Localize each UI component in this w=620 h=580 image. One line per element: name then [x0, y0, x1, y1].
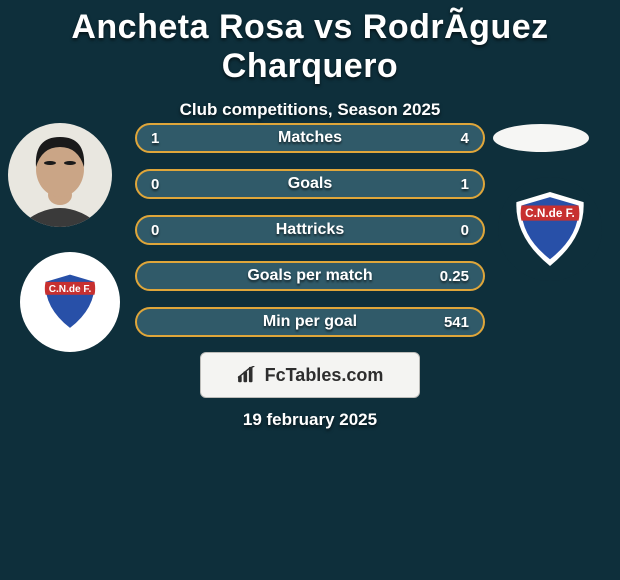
stat-row: Min per goal541	[135, 307, 485, 337]
date-label: 19 february 2025	[0, 410, 620, 430]
stat-label: Matches	[137, 129, 483, 147]
stats-list: 1Matches40Goals10Hattricks0Goals per mat…	[135, 123, 485, 353]
stat-label: Goals	[137, 175, 483, 193]
club-shield-icon: C.N.de F.	[508, 187, 592, 271]
stat-row: 0Hattricks0	[135, 215, 485, 245]
page-subtitle: Club competitions, Season 2025	[0, 100, 620, 120]
club-shield-icon: C.N.de F.	[34, 266, 106, 338]
stat-value-right: 1	[461, 176, 469, 193]
bar-chart-icon	[237, 366, 259, 384]
branding-text: FcTables.com	[265, 365, 384, 386]
branding-box: FcTables.com	[200, 352, 420, 398]
stat-value-right: 0	[461, 222, 469, 239]
stat-value-right: 4	[461, 130, 469, 147]
club-badge-left: C.N.de F.	[20, 252, 120, 352]
stat-label: Goals per match	[137, 267, 483, 285]
svg-text:C.N.de F.: C.N.de F.	[525, 207, 575, 220]
stat-label: Min per goal	[137, 313, 483, 331]
player-photo-right-placeholder	[493, 124, 589, 152]
player-photo-left	[8, 123, 112, 227]
club-badge-right: C.N.de F.	[498, 177, 602, 281]
page-title: Ancheta Rosa vs RodrÃ­guez Charquero	[0, 0, 620, 86]
stat-row: Goals per match0.25	[135, 261, 485, 291]
stat-row: 1Matches4	[135, 123, 485, 153]
avatar-icon	[8, 123, 112, 227]
stat-label: Hattricks	[137, 221, 483, 239]
stat-row: 0Goals1	[135, 169, 485, 199]
stat-value-right: 0.25	[440, 268, 469, 285]
comparison-card: Ancheta Rosa vs RodrÃ­guez Charquero Clu…	[0, 0, 620, 580]
stat-value-right: 541	[444, 314, 469, 331]
svg-text:C.N.de F.: C.N.de F.	[49, 284, 92, 295]
